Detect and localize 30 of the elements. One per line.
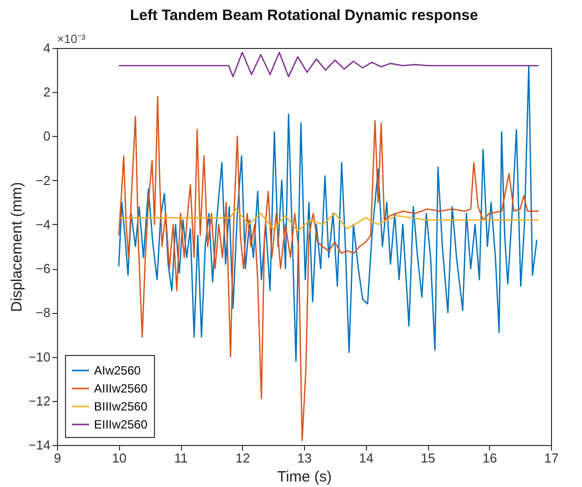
x-tick-label: 10 — [112, 450, 126, 466]
y-tick-label: −10 — [28, 349, 50, 364]
x-tick-label: 11 — [174, 450, 188, 466]
legend-label: AIIIw2560 — [94, 382, 148, 396]
y-tick-label: −2 — [36, 172, 50, 188]
legend-label: BIIIw2560 — [94, 400, 148, 414]
legend-label: AIw2560 — [94, 364, 142, 378]
x-tick-label: 15 — [420, 450, 436, 466]
line-series — [118, 208, 540, 232]
x-tick-label: 9 — [54, 450, 62, 466]
chart-title: Left Tandem Beam Rotational Dynamic response — [130, 7, 478, 24]
x-tick-label: 14 — [359, 450, 374, 466]
y-tick-label: −4 — [36, 216, 50, 232]
y-tick-label: −6 — [36, 261, 50, 276]
y-tick-label: 4 — [43, 40, 50, 56]
line-series — [118, 52, 540, 78]
x-tick-label: 17 — [544, 450, 559, 466]
text: ×10⁻³ — [57, 32, 86, 46]
x-tick-label: 16 — [482, 450, 497, 466]
y-tick-label: −14 — [28, 438, 50, 452]
x-tick-label: 13 — [297, 450, 312, 466]
x-tick-label: 12 — [236, 450, 250, 466]
y-axis-title: Displacement (mm) — [8, 182, 26, 312]
y-tick-label: −12 — [28, 393, 50, 408]
legend-label: EIIIw2560 — [94, 418, 148, 432]
line-series — [118, 64, 538, 362]
y-tick-label: 2 — [43, 84, 50, 100]
x-axis-title: Time (s) — [277, 468, 332, 486]
y-tick-label: 0 — [43, 128, 50, 144]
y-tick-label: −8 — [36, 305, 50, 320]
